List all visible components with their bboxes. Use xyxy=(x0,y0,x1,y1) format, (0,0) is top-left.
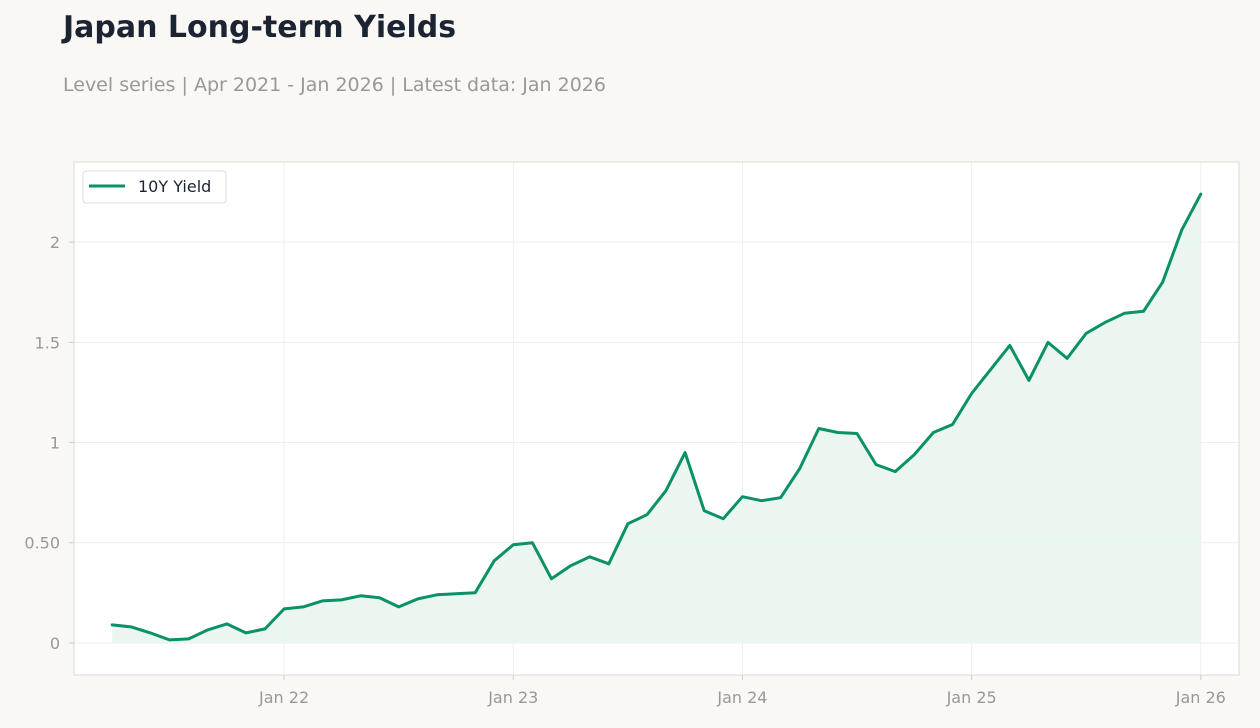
x-tick-label: Jan 23 xyxy=(487,688,538,707)
legend: 10Y Yield xyxy=(82,170,227,204)
x-tick-label: Jan 26 xyxy=(1175,688,1226,707)
y-tick-label: 0 xyxy=(50,634,60,653)
chart-title: Japan Long-term Yields xyxy=(63,10,457,45)
x-tick-label: Jan 22 xyxy=(258,688,309,707)
y-axis: 0 0.50 1 1.5 2 xyxy=(24,233,74,653)
series-line xyxy=(110,192,1203,642)
plot-frame xyxy=(73,161,1240,676)
y-tick-label: 1.5 xyxy=(35,333,60,352)
series-area-fill xyxy=(112,194,1201,643)
y-tick-label: 2 xyxy=(50,233,60,252)
legend-box xyxy=(82,170,227,204)
y-tick-label: 0.50 xyxy=(24,534,60,553)
x-axis: Jan 22 Jan 23 Jan 24 Jan 25 Jan 26 xyxy=(258,675,1226,707)
legend-entry-10y-yield: 10Y Yield xyxy=(138,177,211,196)
x-tick-label: Jan 24 xyxy=(716,688,767,707)
x-tick-label: Jan 25 xyxy=(946,688,997,707)
chart-subtitle: Level series | Apr 2021 - Jan 2026 | Lat… xyxy=(63,74,606,96)
y-tick-label: 1 xyxy=(50,434,60,453)
